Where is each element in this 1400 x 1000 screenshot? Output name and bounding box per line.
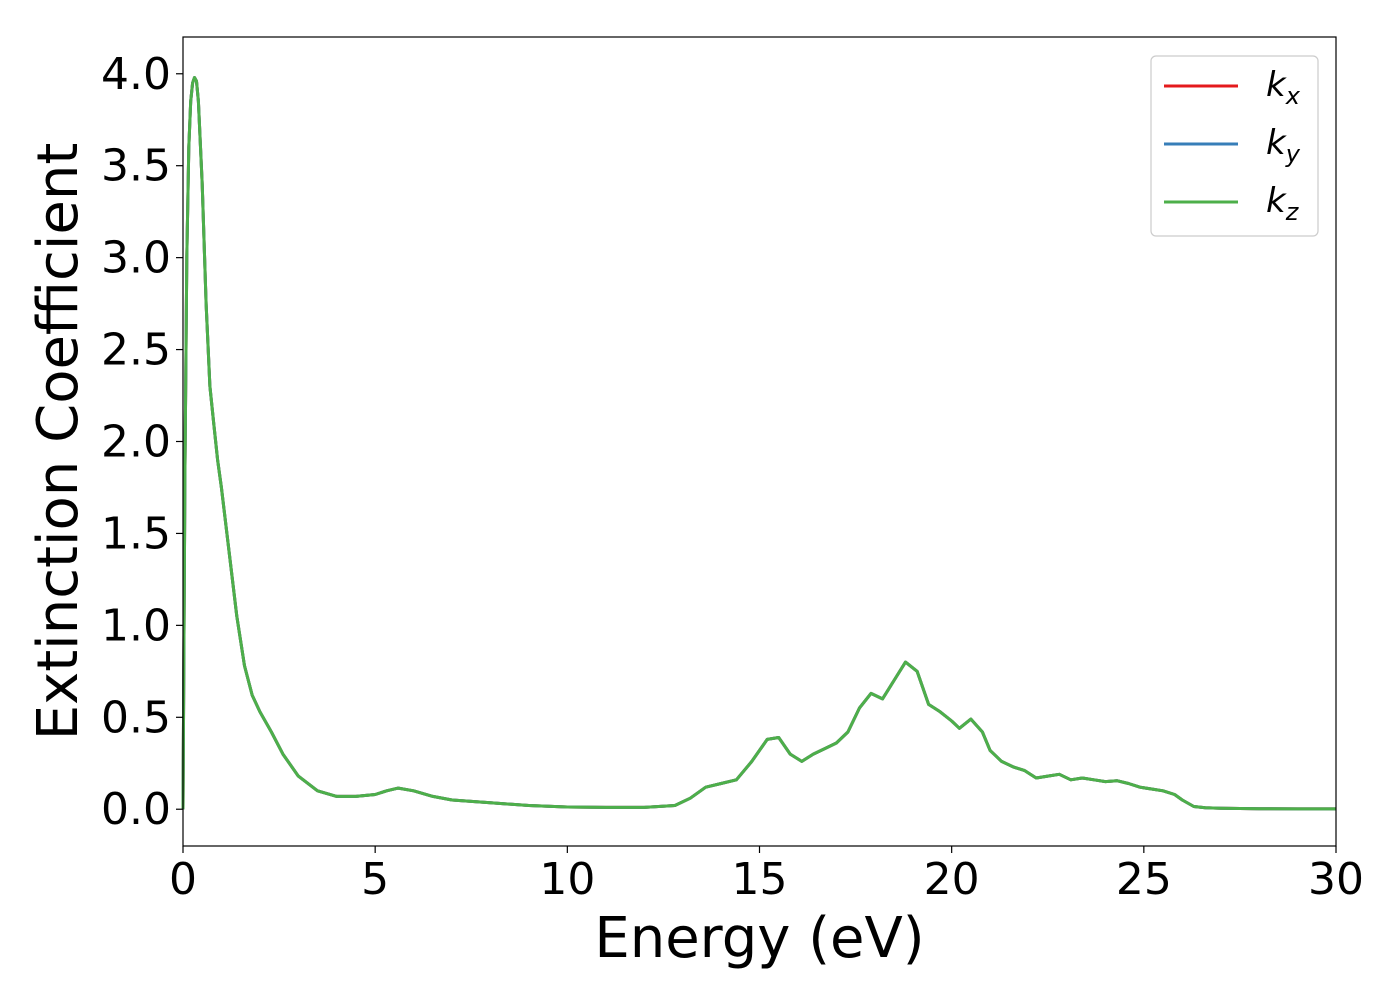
y-tick-label: 2.0 [101, 417, 171, 468]
y-tick-label: 2.5 [101, 325, 171, 376]
x-tick-label: 25 [1116, 854, 1172, 905]
x-tick-label: 5 [361, 854, 389, 905]
y-axis-label: Extinction Coefficient [26, 143, 91, 741]
legend-label-y: ky [1266, 123, 1301, 168]
legend-box [1150, 55, 1319, 237]
y-tick-label: 3.0 [101, 233, 171, 284]
y-tick-label: 4.0 [101, 49, 171, 100]
y-tick-label: 1.5 [101, 508, 171, 559]
legend-label-z: kz [1266, 181, 1300, 226]
y-tick-label: 3.5 [101, 141, 171, 192]
x-tick-label: 20 [924, 854, 980, 905]
legend: kx ky kz [1150, 55, 1319, 237]
y-axis-ticks: 0.0 0.5 1.0 1.5 2.0 2.5 3.0 3.5 4.0 [101, 49, 183, 835]
x-axis-ticks: 0 5 10 15 20 25 30 [169, 846, 1364, 905]
x-tick-label: 0 [169, 854, 197, 905]
x-tick-label: 30 [1308, 854, 1364, 905]
series-layer [181, 76, 1336, 811]
x-tick-label: 15 [732, 854, 788, 905]
x-tick-label: 10 [539, 854, 595, 905]
y-tick-label: 1.0 [101, 600, 171, 651]
legend-label-x: kx [1266, 65, 1301, 110]
y-tick-label: 0.5 [101, 692, 171, 743]
y-tick-label: 0.0 [101, 784, 171, 835]
series-line-z [181, 76, 1336, 811]
x-axis-label: Energy (eV) [594, 906, 924, 971]
